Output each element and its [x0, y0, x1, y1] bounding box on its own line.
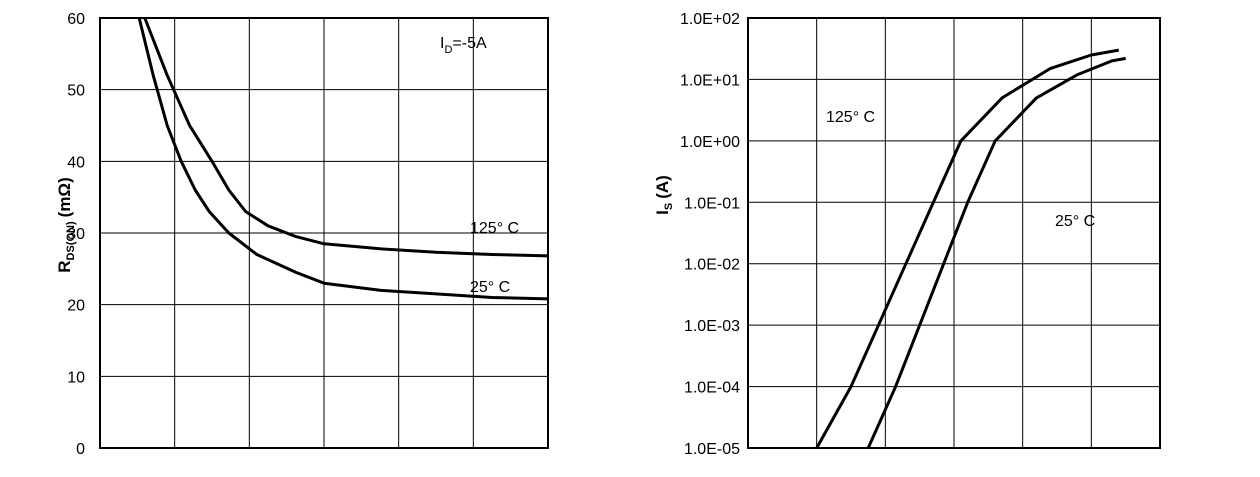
- left-annotation-25c: 25° C: [470, 279, 510, 296]
- left-series-line-1: [143, 17, 549, 258]
- left-series: [137, 17, 549, 301]
- right-y-axis-label: IS (A): [653, 175, 675, 215]
- right-grid: [748, 18, 1160, 448]
- left-annotation-125c: 125° C: [470, 220, 519, 237]
- is-chart: 1.0E+02 1.0E+01 1.0E+00 1.0E-01 1.0E-02 1.0E-…: [653, 11, 1161, 458]
- left-ylabel-unit: (mΩ): [55, 177, 74, 217]
- right-ylabel-unit: (A): [653, 175, 672, 199]
- left-ylabel-sub: DS(ON): [65, 221, 77, 260]
- right-annotation-125c: 125° C: [826, 109, 875, 126]
- right-y-tick-label: 1.0E-03: [684, 318, 740, 335]
- left-y-tick-label: 0: [76, 441, 85, 458]
- right-y-tick-label: 1.0E-02: [684, 257, 740, 274]
- svg-text:RDS(ON)(mΩ): RDS(ON) (mΩ): [55, 177, 77, 272]
- right-ylabel-main: I: [653, 210, 672, 215]
- right-series: [815, 48, 1126, 449]
- left-ylabel-main: R: [55, 260, 74, 272]
- right-y-tick-label: 1.0E+00: [680, 134, 740, 151]
- svg-text:IS(A): IS (A): [653, 175, 675, 215]
- right-ylabel-sub: S: [663, 203, 675, 210]
- left-y-tick-label: 20: [67, 298, 85, 315]
- right-y-tick-label: 1.0E-01: [684, 195, 740, 212]
- right-annotation-25c: 25° C: [1055, 213, 1095, 230]
- right-y-tick-label: 1.0E+02: [680, 11, 740, 28]
- right-y-tick-label: 1.0E-05: [684, 441, 740, 458]
- left-y-tick-label: 60: [67, 11, 85, 28]
- right-y-tick-label: 1.0E-04: [684, 380, 740, 397]
- left-y-tick-label: 40: [67, 154, 85, 171]
- left-y-tick-label: 30: [67, 226, 85, 243]
- left-y-tick-label: 10: [67, 369, 85, 386]
- left-series-line-2: [137, 17, 549, 301]
- left-y-tick-labels: 60 50 40 30 20 10 0: [67, 11, 85, 458]
- left-grid: [100, 18, 548, 448]
- left-y-axis-label: RDS(ON) (mΩ): [55, 177, 77, 272]
- left-annotation-id: ID=-5A: [440, 35, 487, 56]
- right-series-line-1: [815, 48, 1120, 449]
- right-y-tick-label: 1.0E+01: [680, 72, 740, 89]
- right-series-line-2: [866, 56, 1126, 449]
- left-y-tick-label: 50: [67, 83, 85, 100]
- right-y-tick-labels: 1.0E+02 1.0E+01 1.0E+00 1.0E-01 1.0E-02 1.0E-…: [680, 11, 740, 458]
